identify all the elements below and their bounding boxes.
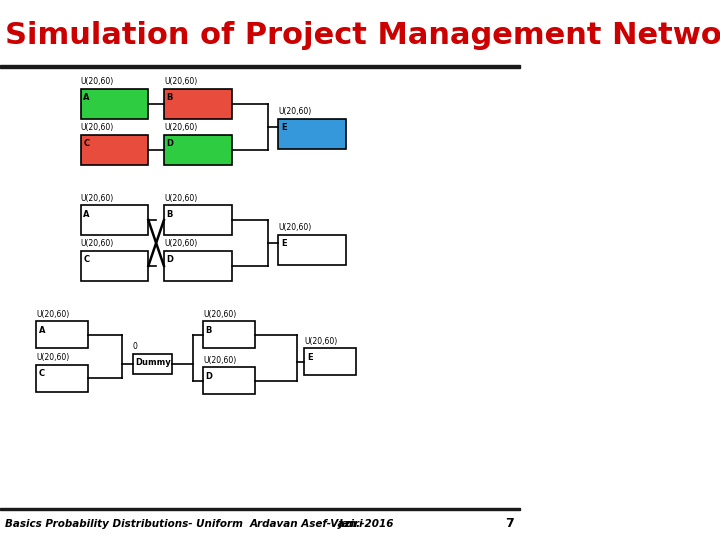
FancyBboxPatch shape bbox=[279, 119, 346, 148]
Text: A: A bbox=[39, 326, 45, 335]
Text: C: C bbox=[84, 139, 89, 148]
Text: U(20,60): U(20,60) bbox=[81, 239, 114, 248]
FancyBboxPatch shape bbox=[164, 251, 232, 281]
Text: Jan.-2016: Jan.-2016 bbox=[338, 519, 394, 529]
Text: Ardavan Asef-Vaziri: Ardavan Asef-Vaziri bbox=[250, 519, 364, 529]
Text: E: E bbox=[281, 123, 287, 132]
Text: U(20,60): U(20,60) bbox=[164, 239, 197, 248]
Text: B: B bbox=[166, 93, 173, 103]
Text: C: C bbox=[39, 369, 45, 378]
FancyBboxPatch shape bbox=[37, 364, 89, 391]
Text: U(20,60): U(20,60) bbox=[164, 193, 197, 202]
Text: Dummy: Dummy bbox=[135, 358, 171, 367]
Text: A: A bbox=[84, 210, 90, 219]
Text: D: D bbox=[206, 372, 212, 381]
Text: E: E bbox=[307, 353, 312, 362]
Text: U(20,60): U(20,60) bbox=[305, 336, 338, 346]
Text: 7: 7 bbox=[505, 517, 513, 530]
FancyBboxPatch shape bbox=[164, 89, 232, 119]
FancyBboxPatch shape bbox=[81, 89, 148, 119]
Text: B: B bbox=[206, 326, 212, 335]
FancyBboxPatch shape bbox=[81, 251, 148, 281]
Text: B: B bbox=[166, 210, 173, 219]
FancyBboxPatch shape bbox=[279, 235, 346, 265]
FancyBboxPatch shape bbox=[164, 135, 232, 165]
Text: U(20,60): U(20,60) bbox=[279, 107, 312, 116]
Text: U(20,60): U(20,60) bbox=[203, 355, 236, 364]
Text: U(20,60): U(20,60) bbox=[279, 223, 312, 232]
Text: U(20,60): U(20,60) bbox=[203, 309, 236, 319]
Text: E: E bbox=[281, 239, 287, 248]
Bar bbox=[0, 65, 521, 68]
Text: U(20,60): U(20,60) bbox=[37, 309, 70, 319]
Text: C: C bbox=[84, 255, 89, 265]
FancyBboxPatch shape bbox=[132, 354, 172, 374]
Text: U(20,60): U(20,60) bbox=[81, 193, 114, 202]
FancyBboxPatch shape bbox=[37, 321, 89, 348]
Text: 0: 0 bbox=[132, 342, 138, 351]
Text: Basics Probability Distributions- Uniform: Basics Probability Distributions- Unifor… bbox=[5, 519, 243, 529]
FancyBboxPatch shape bbox=[203, 367, 255, 394]
FancyBboxPatch shape bbox=[81, 135, 148, 165]
FancyBboxPatch shape bbox=[164, 205, 232, 235]
FancyBboxPatch shape bbox=[203, 321, 255, 348]
Text: Simulation of Project Management Network: Simulation of Project Management Network bbox=[5, 21, 720, 50]
Text: U(20,60): U(20,60) bbox=[164, 77, 197, 86]
Text: U(20,60): U(20,60) bbox=[81, 123, 114, 132]
FancyBboxPatch shape bbox=[305, 348, 356, 375]
FancyBboxPatch shape bbox=[81, 205, 148, 235]
Bar bbox=[0, 508, 521, 510]
Text: U(20,60): U(20,60) bbox=[37, 353, 70, 362]
Text: U(20,60): U(20,60) bbox=[164, 123, 197, 132]
Text: D: D bbox=[166, 139, 174, 148]
Text: A: A bbox=[84, 93, 90, 103]
Text: U(20,60): U(20,60) bbox=[81, 77, 114, 86]
Text: D: D bbox=[166, 255, 174, 265]
